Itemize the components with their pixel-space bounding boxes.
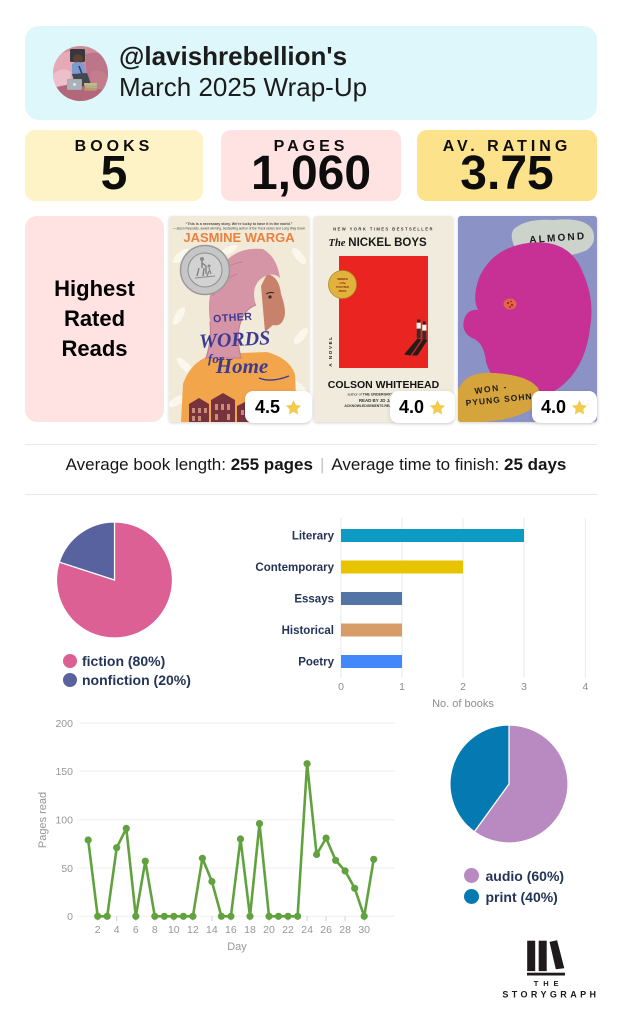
svg-text:20: 20 [263, 924, 275, 936]
svg-text:22: 22 [282, 924, 294, 936]
svg-text:Home: Home [215, 354, 269, 378]
svg-text:2: 2 [95, 924, 101, 936]
svg-text:24: 24 [301, 924, 313, 936]
svg-text:8: 8 [152, 924, 158, 936]
svg-text:READ BY JD JACKSON: READ BY JD JACKSON [359, 398, 408, 403]
svg-text:16: 16 [225, 924, 237, 936]
svg-text:Pages read: Pages read [37, 792, 49, 848]
svg-text:0: 0 [67, 911, 73, 923]
svg-text:3: 3 [521, 681, 527, 693]
svg-text:28: 28 [339, 924, 351, 936]
svg-text:OTHER: OTHER [213, 311, 253, 326]
svg-text:A NOVEL: A NOVEL [328, 335, 333, 366]
svg-text:Essays: Essays [294, 594, 334, 606]
svg-text:Contemporary: Contemporary [255, 562, 334, 574]
svg-text:6: 6 [133, 924, 139, 936]
svg-text:No. of books: No. of books [432, 698, 494, 710]
svg-text:4: 4 [582, 681, 588, 693]
svg-text:18: 18 [244, 924, 256, 936]
svg-text:30: 30 [358, 924, 370, 936]
svg-text:WON -: WON - [474, 381, 509, 396]
svg-text:NICKEL BOYS: NICKEL BOYS [348, 237, 427, 249]
svg-text:100: 100 [55, 815, 73, 827]
svg-text:COLSON WHITEHEAD: COLSON WHITEHEAD [328, 379, 440, 391]
svg-text:WINNER: WINNER [337, 277, 348, 281]
svg-text:Poetry: Poetry [298, 657, 334, 669]
svg-text:0: 0 [338, 681, 344, 693]
svg-text:of the: of the [339, 282, 346, 285]
svg-text:STORYGRAPH: STORYGRAPH [502, 989, 599, 999]
svg-text:Literary: Literary [292, 531, 335, 543]
svg-text:JASMINE WARGA: JASMINE WARGA [183, 230, 295, 245]
svg-text:ACKNOWLEDGEMENTS READ BY THE A: ACKNOWLEDGEMENTS READ BY THE AUTHOR [344, 404, 423, 408]
svg-text:ALMOND: ALMOND [529, 231, 587, 246]
svg-text:1: 1 [399, 681, 405, 693]
svg-text:150: 150 [55, 766, 73, 778]
svg-text:NEW YORK TIMES BESTSELLER: NEW YORK TIMES BESTSELLER [333, 227, 434, 232]
svg-text:The: The [329, 238, 346, 249]
svg-text:10: 10 [168, 924, 180, 936]
svg-text:4: 4 [114, 924, 120, 936]
svg-text:2: 2 [460, 681, 466, 693]
svg-text:14: 14 [206, 924, 218, 936]
svg-text:PRIZE: PRIZE [339, 289, 347, 293]
svg-text:—Jason Reynolds, award-winning: —Jason Reynolds, award-winning, bestsell… [173, 227, 305, 231]
svg-text:“This is a necessary story. We: “This is a necessary story. We’re lucky … [186, 222, 293, 226]
svg-text:26: 26 [320, 924, 332, 936]
svg-text:12: 12 [187, 924, 199, 936]
svg-text:50: 50 [61, 863, 73, 875]
svg-text:200: 200 [55, 718, 73, 730]
svg-text:PULITZER: PULITZER [336, 285, 349, 289]
svg-text:Historical: Historical [282, 625, 334, 637]
svg-text:WORDS: WORDS [199, 327, 271, 353]
svg-text:Day: Day [227, 941, 247, 953]
svg-text:for: for [208, 351, 225, 366]
svg-text:THE: THE [534, 979, 564, 988]
